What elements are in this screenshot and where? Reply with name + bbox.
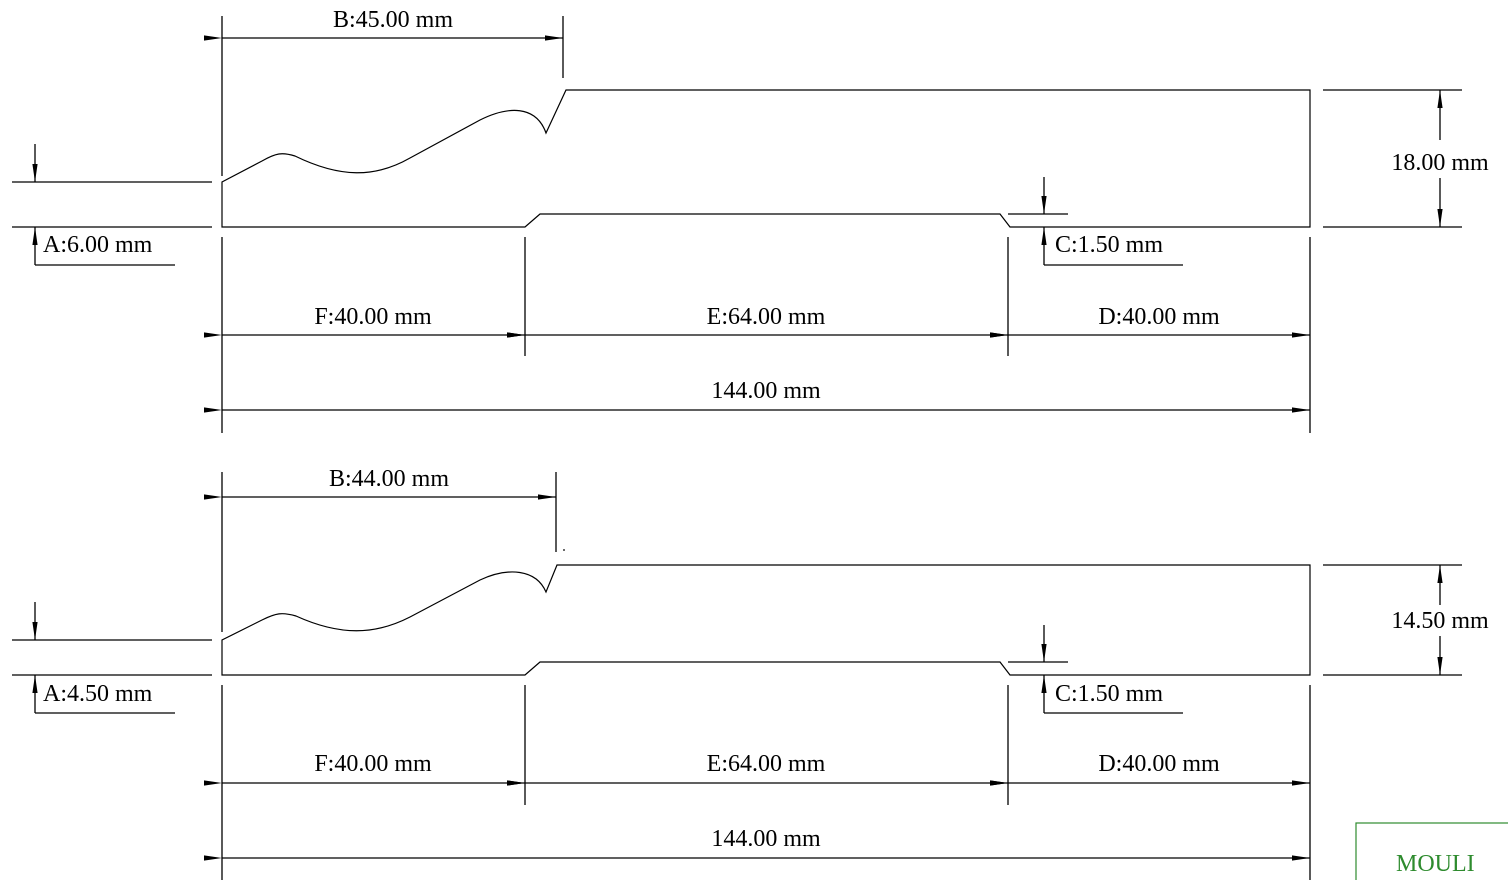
dimension-height-label: 14.50 mm bbox=[1391, 608, 1489, 634]
dimension-f-top: F:40.00 mm bbox=[204, 304, 525, 338]
dimension-d-top: D:40.00 mm bbox=[990, 304, 1310, 338]
dimension-e-label: E:64.00 mm bbox=[707, 751, 826, 777]
dimension-b-bottom: B:44.00 mm bbox=[204, 466, 565, 632]
dimension-b-label: B:45.00 mm bbox=[333, 7, 453, 33]
drawing-bottom: B:44.00 mm A:4.50 mm C:1.50 mm 14.50 mm bbox=[12, 466, 1489, 880]
dimension-total-top: 144.00 mm bbox=[204, 378, 1310, 413]
dimension-c-top: C:1.50 mm bbox=[1008, 177, 1183, 266]
dimension-c-label: C:1.50 mm bbox=[1055, 681, 1163, 707]
dimension-c-bottom: C:1.50 mm bbox=[1008, 625, 1183, 714]
dimension-f-label: F:40.00 mm bbox=[314, 304, 432, 330]
stamp-box: MOULI bbox=[1355, 822, 1508, 880]
dimension-total-bottom: 144.00 mm bbox=[204, 826, 1310, 861]
dimension-height-bottom: 14.50 mm bbox=[1323, 564, 1489, 676]
dimension-f-bottom: F:40.00 mm bbox=[204, 751, 525, 786]
profile-outline-top bbox=[221, 89, 1311, 228]
dimension-a-top: A:6.00 mm bbox=[12, 144, 212, 266]
dimension-total-label: 144.00 mm bbox=[711, 826, 821, 852]
dimension-d-label: D:40.00 mm bbox=[1098, 304, 1220, 330]
dimension-a-label: A:6.00 mm bbox=[43, 232, 153, 258]
stamp-label: MOULI bbox=[1396, 851, 1475, 877]
profile-outline-bottom bbox=[221, 564, 1311, 676]
drawing-top: B:45.00 mm A:6.00 mm C:1.50 mm 18.00 mm bbox=[12, 7, 1489, 433]
dimension-total-label: 144.00 mm bbox=[711, 378, 821, 404]
dimension-b-label: B:44.00 mm bbox=[329, 466, 449, 492]
dimension-a-bottom: A:4.50 mm bbox=[12, 602, 212, 714]
dimension-c-label: C:1.50 mm bbox=[1055, 232, 1163, 258]
dimension-d-bottom: D:40.00 mm bbox=[990, 751, 1310, 786]
dimension-b-top: B:45.00 mm bbox=[204, 7, 564, 176]
dimension-e-top: E:64.00 mm bbox=[507, 304, 1008, 338]
dimension-height-label: 18.00 mm bbox=[1391, 150, 1489, 176]
dimension-d-label: D:40.00 mm bbox=[1098, 751, 1220, 777]
dimension-e-bottom: E:64.00 mm bbox=[507, 751, 1008, 786]
dimension-a-label: A:4.50 mm bbox=[43, 681, 153, 707]
dimension-height-top: 18.00 mm bbox=[1323, 89, 1489, 228]
dimension-f-label: F:40.00 mm bbox=[314, 751, 432, 777]
dimension-e-label: E:64.00 mm bbox=[707, 304, 826, 330]
